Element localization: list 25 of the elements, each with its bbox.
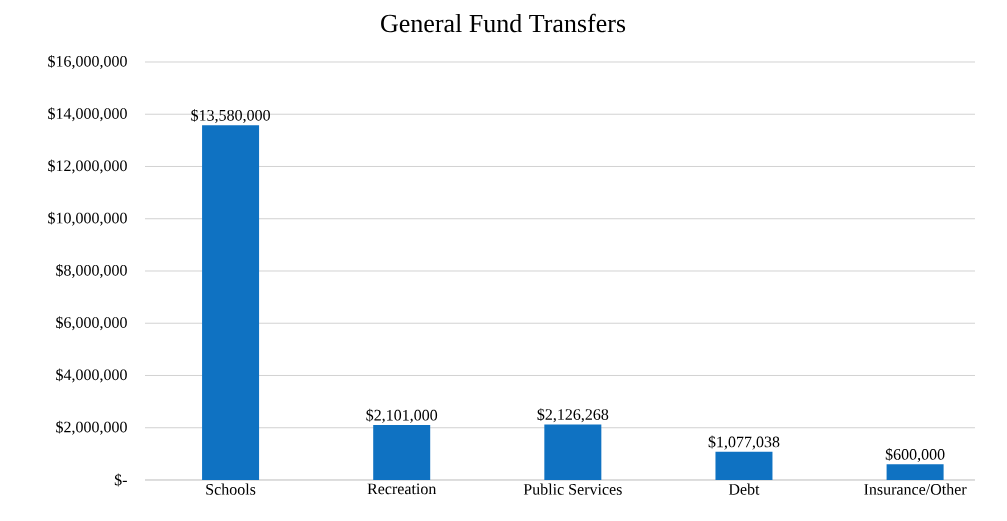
bar (715, 451, 773, 480)
y-tick-label: $6,000,000 (56, 316, 127, 331)
y-tick-label: $12,000,000 (48, 159, 127, 174)
x-tick-label: Insurance/Other (864, 483, 967, 495)
data-label: $600,000 (885, 448, 945, 463)
x-tick-label: Recreation (367, 483, 437, 495)
y-tick-label: $8,000,000 (56, 263, 127, 279)
y-tick-label: $2,000,000 (56, 420, 127, 435)
x-tick-label: Debt (728, 483, 760, 495)
x-tick-label: Public Services (523, 483, 622, 495)
bar (886, 464, 944, 480)
bar (544, 424, 602, 480)
y-tick-label: $14,000,000 (48, 107, 127, 122)
chart-title: General Fund Transfers (381, 13, 626, 33)
data-label: $1,077,038 (708, 435, 780, 450)
y-tick-label: $4,000,000 (56, 368, 127, 383)
y-tick-label: $10,000,000 (48, 211, 127, 226)
data-label: $2,101,000 (366, 408, 438, 423)
bar (373, 425, 431, 480)
y-tick-label: $- (114, 473, 127, 487)
data-label: $13,580,000 (191, 108, 270, 124)
x-tick-label: Schools (206, 483, 256, 495)
y-tick-label: $16,000,000 (48, 54, 127, 70)
bar (202, 125, 260, 480)
data-label: $2,126,268 (537, 408, 609, 423)
